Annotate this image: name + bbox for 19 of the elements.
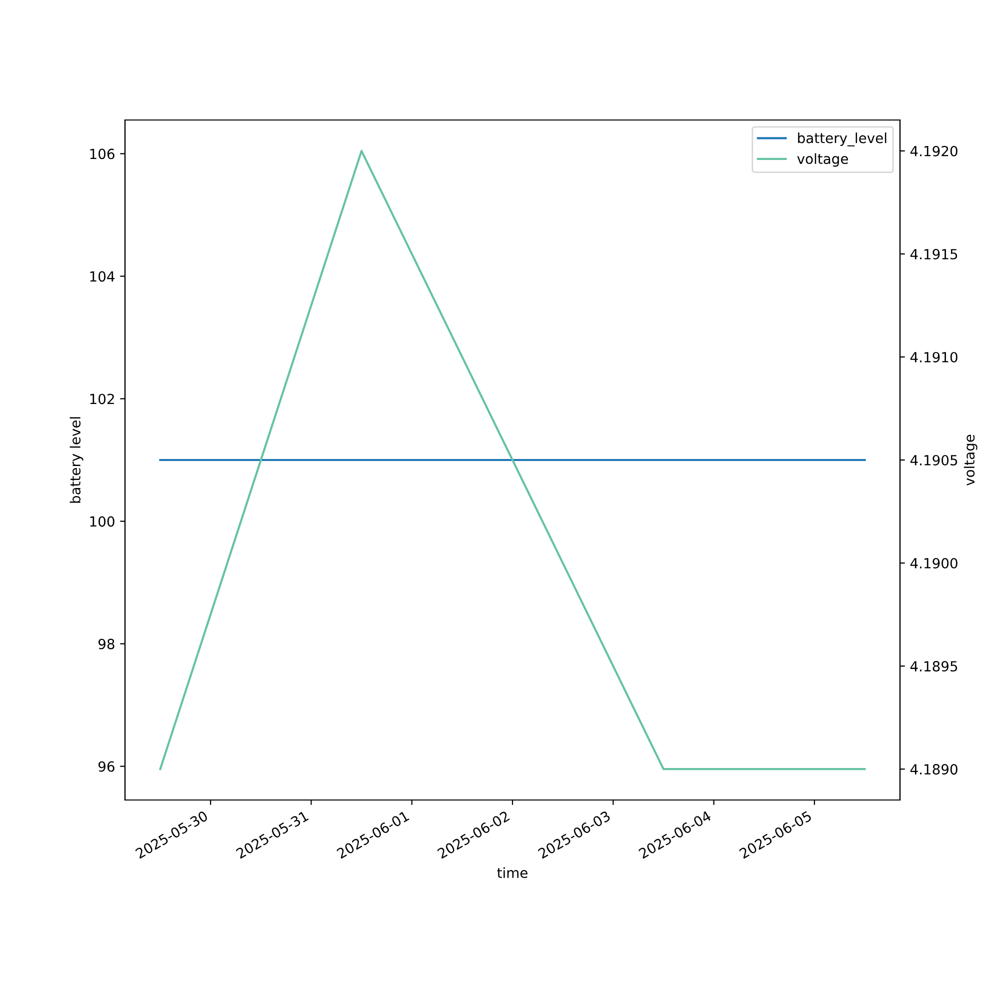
y-tick-label: 96 (98, 761, 114, 772)
y2-tick-label: 4.1890 (910, 764, 958, 775)
y-axis-title: battery level (70, 417, 84, 503)
legend-label: battery_level (798, 132, 886, 146)
x-axis-title: time (497, 867, 528, 878)
y2-tick-label: 4.1915 (910, 248, 958, 260)
y2-tick-label: 4.1910 (910, 352, 958, 362)
y2-tick-label: 4.1920 (910, 146, 958, 156)
y-tick-label: 98 (98, 638, 114, 650)
y-tick-label: 106 (90, 148, 114, 160)
y-tick-label: 104 (90, 271, 114, 282)
y2-tick-label: 4.1900 (910, 558, 958, 569)
line-series (159, 150, 866, 770)
legend-label: voltage (797, 153, 848, 167)
y2-axis-title: voltage (964, 434, 978, 486)
y2-tick-label: 4.1895 (910, 661, 958, 672)
y2-tick-label: 4.1905 (910, 454, 958, 466)
y-tick-label: 100 (90, 516, 114, 527)
y-tick-label: 102 (90, 394, 114, 404)
